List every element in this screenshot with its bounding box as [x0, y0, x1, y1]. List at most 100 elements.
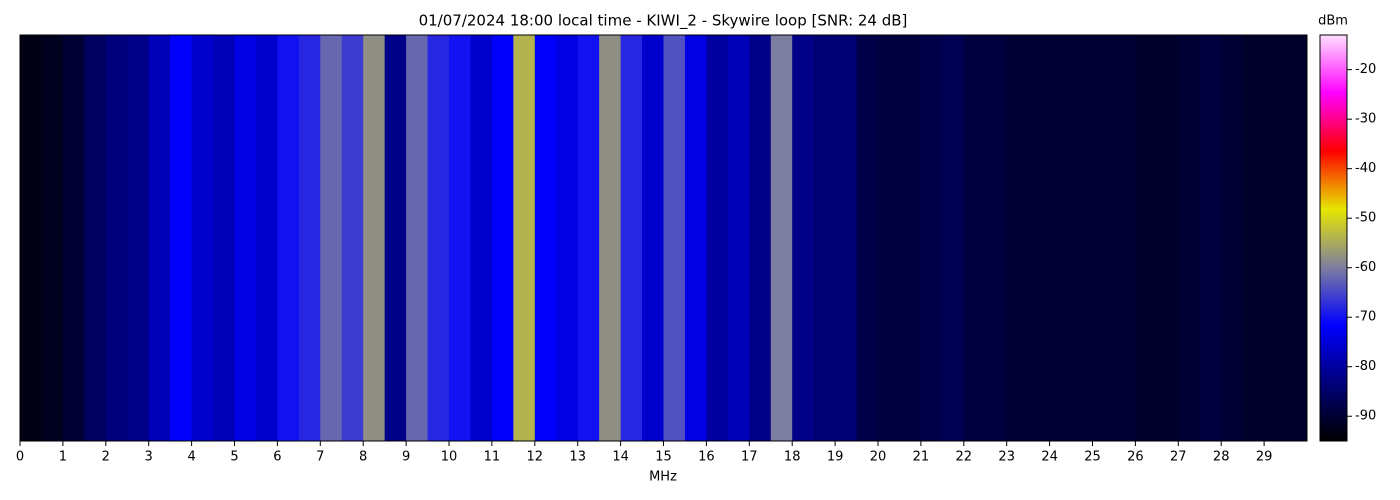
heatmap-cell	[41, 35, 64, 441]
x-tick-label: 12	[527, 450, 544, 465]
heatmap-cell	[534, 35, 557, 441]
x-tick-label: 14	[612, 450, 629, 465]
heatmap-cell	[127, 35, 150, 441]
heatmap-cell	[1028, 35, 1051, 441]
heatmap-cell	[1178, 35, 1201, 441]
heatmap-cell	[1113, 35, 1136, 441]
heatmap-cell	[620, 35, 643, 441]
heatmap-cell	[148, 35, 171, 441]
heatmap-cell	[963, 35, 986, 441]
heatmap-cell	[277, 35, 300, 441]
heatmap-cell	[942, 35, 965, 441]
heatmap-cell	[491, 35, 514, 441]
x-tick-label: 15	[655, 450, 672, 465]
heatmap-cell	[599, 35, 622, 441]
heatmap-cell	[298, 35, 321, 441]
x-tick-label: 21	[913, 450, 930, 465]
colorbar-tick-label: -70	[1355, 310, 1376, 325]
heatmap-cell	[813, 35, 836, 441]
x-tick-label: 29	[1256, 450, 1273, 465]
x-tick-label: 6	[273, 450, 281, 465]
x-tick-label: 28	[1213, 450, 1230, 465]
x-tick-label: 26	[1127, 450, 1144, 465]
x-tick-label: 18	[784, 450, 801, 465]
x-tick-label: 22	[956, 450, 973, 465]
heatmap-cell	[84, 35, 107, 441]
colorbar	[1319, 34, 1348, 442]
x-tick-label: 9	[402, 450, 410, 465]
heatmap-cell	[427, 35, 450, 441]
heatmap-cell	[20, 35, 42, 441]
x-tick-label: 2	[102, 450, 110, 465]
heatmap-cell	[341, 35, 364, 441]
heatmap-cell	[363, 35, 386, 441]
heatmap-cell	[1221, 35, 1244, 441]
x-tick-label: 3	[145, 450, 153, 465]
x-tick-label: 24	[1041, 450, 1058, 465]
colorbar-label: dBm	[1318, 14, 1348, 29]
colorbar-tick-label: -50	[1355, 211, 1376, 226]
heatmap-cell	[449, 35, 471, 441]
heatmap-cell	[470, 35, 493, 441]
heatmap-cell	[513, 35, 536, 441]
x-tick-label: 4	[187, 450, 195, 465]
colorbar-tick-label: -30	[1355, 112, 1376, 127]
heatmap-cell	[1242, 35, 1265, 441]
x-tick-label: 13	[569, 450, 586, 465]
x-tick-label: 23	[998, 450, 1015, 465]
heatmap-cell	[727, 35, 750, 441]
heatmap-cell	[170, 35, 193, 441]
heatmap-cell	[856, 35, 879, 441]
heatmap-cell	[1071, 35, 1093, 441]
x-axis-label: MHz	[649, 470, 677, 485]
heatmap-cell	[384, 35, 407, 441]
heatmap-cell	[920, 35, 943, 441]
heatmap-cell	[663, 35, 686, 441]
chart-title: 01/07/2024 18:00 local time - KIWI_2 - S…	[419, 12, 908, 31]
heatmap-cell	[749, 35, 772, 441]
x-tick-label: 10	[441, 450, 458, 465]
x-tick-label: 17	[741, 450, 758, 465]
heatmap-cell	[255, 35, 278, 441]
heatmap-cell	[213, 35, 235, 441]
heatmap-cell	[191, 35, 214, 441]
colorbar-tick-label: -40	[1355, 161, 1376, 176]
x-tick-label: 11	[484, 450, 501, 465]
x-tick-label: 19	[827, 450, 844, 465]
heatmap-cell	[1092, 35, 1115, 441]
heatmap-cell	[985, 35, 1008, 441]
heatmap-cell	[899, 35, 922, 441]
heatmap-cell	[1199, 35, 1222, 441]
x-tick-label: 25	[1084, 450, 1101, 465]
x-tick-label: 16	[698, 450, 715, 465]
heatmap-cell	[577, 35, 600, 441]
colorbar-tick-label: -90	[1355, 409, 1376, 424]
x-tick-label: 0	[16, 450, 24, 465]
x-tick-label: 8	[359, 450, 367, 465]
heatmap-cell	[770, 35, 793, 441]
heatmap-cell	[642, 35, 664, 441]
heatmap-cell	[792, 35, 815, 441]
heatmap-cell	[878, 35, 900, 441]
heatmap-cell	[1285, 35, 1308, 441]
heatmap-cell	[1156, 35, 1179, 441]
heatmap-cell	[1264, 35, 1287, 441]
heatmap-cell	[62, 35, 85, 441]
heatmap-cell	[706, 35, 729, 441]
colorbar-tick-label: -20	[1355, 62, 1376, 77]
heatmap-cell	[406, 35, 429, 441]
x-tick-label: 7	[316, 450, 324, 465]
x-tick-label: 1	[59, 450, 67, 465]
heatmap-cell	[105, 35, 128, 441]
x-tick-label: 27	[1170, 450, 1187, 465]
x-tick-label: 20	[870, 450, 887, 465]
heatmap-cell	[1049, 35, 1072, 441]
heatmap-cell	[835, 35, 858, 441]
heatmap-cell	[1006, 35, 1029, 441]
x-tick-label: 5	[230, 450, 238, 465]
heatmap-cell	[684, 35, 707, 441]
heatmap-cell	[556, 35, 579, 441]
heatmap-cell	[234, 35, 257, 441]
colorbar-tick-label: -60	[1355, 260, 1376, 275]
